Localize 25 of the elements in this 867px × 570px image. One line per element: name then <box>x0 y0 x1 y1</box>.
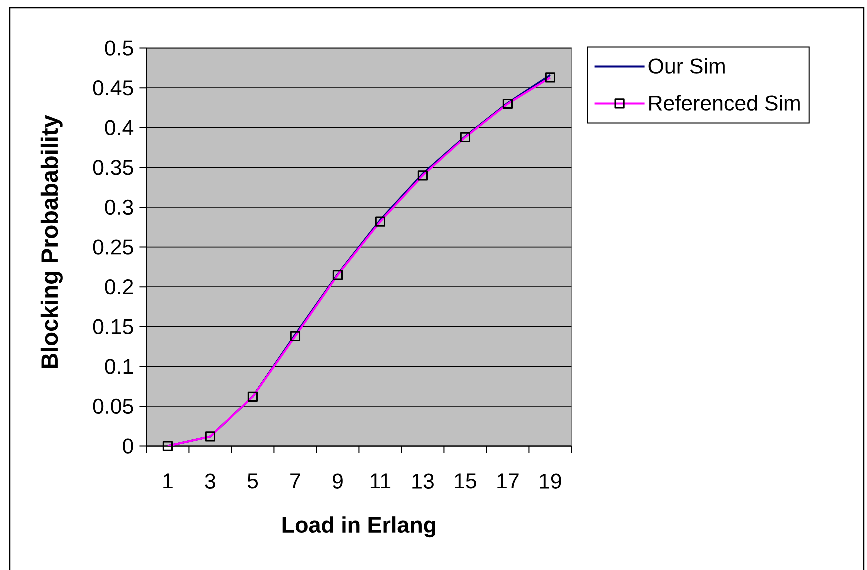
x-tick-label: 1 <box>164 474 173 489</box>
x-tick-label: 9 <box>333 474 343 489</box>
y-tick-label: 0 <box>123 438 134 454</box>
x-tick-label: 7 <box>290 474 300 489</box>
x-tick-label: 11 <box>370 474 391 489</box>
y-tick-label: 0.25 <box>93 240 134 255</box>
x-tick-label: 19 <box>540 474 562 489</box>
y-tick-label: 0.1 <box>105 359 134 374</box>
legend-label: Our Sim <box>648 58 725 74</box>
y-tick-label: 0.05 <box>93 398 134 414</box>
x-tick-label: 17 <box>498 474 519 489</box>
y-tick-label: 0.5 <box>105 40 134 56</box>
x-tick-label: 15 <box>455 474 476 489</box>
x-tick-label: 3 <box>205 474 216 489</box>
y-tick-label: 0.3 <box>105 200 134 216</box>
y-tick-label: 0.35 <box>93 160 134 176</box>
x-tick-label: 13 <box>412 474 434 489</box>
y-tick-label: 0.45 <box>93 80 134 96</box>
y-tick-label: 0.4 <box>105 120 134 136</box>
x-tick-label: 5 <box>248 474 258 489</box>
y-tick-label: 0.2 <box>105 280 134 295</box>
legend-label: Referenced Sim <box>650 95 800 111</box>
x-axis-title: Load in Erlang <box>282 516 436 538</box>
y-tick-label: 0.15 <box>93 319 134 334</box>
y-axis-title: Blocking Probabability <box>40 115 63 368</box>
